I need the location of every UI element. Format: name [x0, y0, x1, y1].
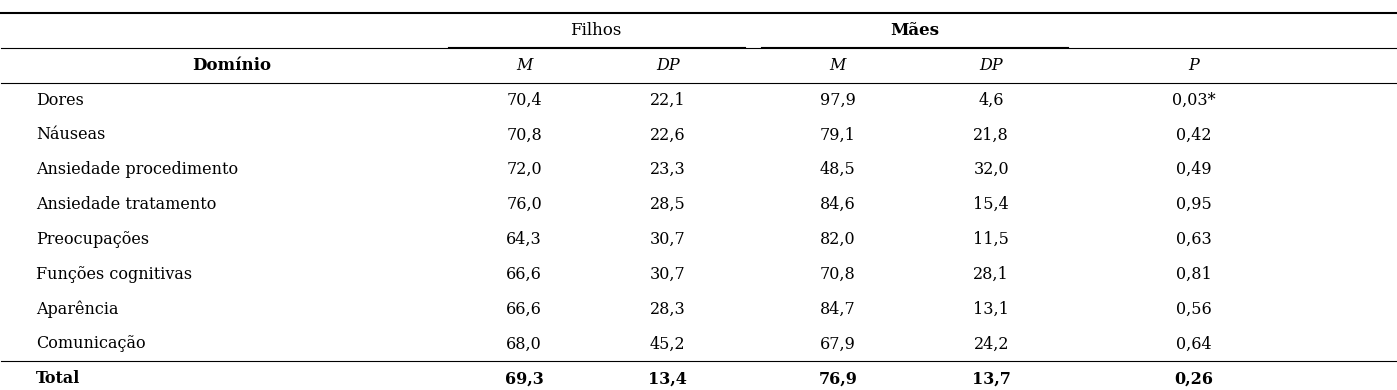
Text: M: M	[830, 57, 847, 74]
Text: 70,8: 70,8	[506, 126, 542, 144]
Text: 84,6: 84,6	[820, 196, 856, 213]
Text: 45,2: 45,2	[650, 335, 686, 353]
Text: Domínio: Domínio	[191, 57, 271, 74]
Text: 13,7: 13,7	[972, 370, 1010, 387]
Text: 0,64: 0,64	[1176, 335, 1211, 353]
Text: 30,7: 30,7	[650, 266, 686, 283]
Text: 97,9: 97,9	[820, 92, 856, 108]
Text: 28,5: 28,5	[650, 196, 686, 213]
Text: DP: DP	[979, 57, 1003, 74]
Text: Ansiedade procedimento: Ansiedade procedimento	[36, 161, 239, 178]
Text: Preocupações: Preocupações	[36, 231, 149, 248]
Text: 32,0: 32,0	[974, 161, 1009, 178]
Text: Aparência: Aparência	[36, 300, 119, 318]
Text: 0,56: 0,56	[1175, 301, 1211, 317]
Text: 79,1: 79,1	[820, 126, 856, 144]
Text: 70,8: 70,8	[820, 266, 856, 283]
Text: 69,3: 69,3	[504, 370, 543, 387]
Text: Total: Total	[36, 370, 81, 387]
Text: 66,6: 66,6	[506, 266, 542, 283]
Text: 0,49: 0,49	[1176, 161, 1211, 178]
Text: 15,4: 15,4	[974, 196, 1009, 213]
Text: 68,0: 68,0	[506, 335, 542, 353]
Text: Mães: Mães	[890, 22, 939, 39]
Text: Comunicação: Comunicação	[36, 335, 145, 353]
Text: 23,3: 23,3	[650, 161, 686, 178]
Text: 13,1: 13,1	[974, 301, 1009, 317]
Text: 24,2: 24,2	[974, 335, 1009, 353]
Text: 0,42: 0,42	[1176, 126, 1211, 144]
Text: 28,3: 28,3	[650, 301, 686, 317]
Text: 22,6: 22,6	[650, 126, 686, 144]
Text: 0,63: 0,63	[1175, 231, 1211, 248]
Text: 0,03*: 0,03*	[1172, 92, 1215, 108]
Text: 11,5: 11,5	[974, 231, 1009, 248]
Text: 72,0: 72,0	[506, 161, 542, 178]
Text: 64,3: 64,3	[506, 231, 542, 248]
Text: 66,6: 66,6	[506, 301, 542, 317]
Text: 0,26: 0,26	[1173, 370, 1213, 387]
Text: 76,0: 76,0	[506, 196, 542, 213]
Text: M: M	[515, 57, 532, 74]
Text: Funções cognitivas: Funções cognitivas	[36, 266, 193, 283]
Text: 82,0: 82,0	[820, 231, 856, 248]
Text: 67,9: 67,9	[820, 335, 856, 353]
Text: 76,9: 76,9	[819, 370, 858, 387]
Text: 70,4: 70,4	[506, 92, 542, 108]
Text: 0,95: 0,95	[1175, 196, 1211, 213]
Text: 30,7: 30,7	[650, 231, 686, 248]
Text: Dores: Dores	[36, 92, 84, 108]
Text: Ansiedade tratamento: Ansiedade tratamento	[36, 196, 217, 213]
Text: DP: DP	[657, 57, 679, 74]
Text: P: P	[1187, 57, 1199, 74]
Text: 21,8: 21,8	[974, 126, 1009, 144]
Text: 13,4: 13,4	[648, 370, 687, 387]
Text: 84,7: 84,7	[820, 301, 856, 317]
Text: 22,1: 22,1	[650, 92, 686, 108]
Text: Filhos: Filhos	[570, 22, 622, 39]
Text: 4,6: 4,6	[978, 92, 1004, 108]
Text: Náuseas: Náuseas	[36, 126, 106, 144]
Text: 28,1: 28,1	[974, 266, 1009, 283]
Text: 0,81: 0,81	[1175, 266, 1211, 283]
Text: 48,5: 48,5	[820, 161, 856, 178]
